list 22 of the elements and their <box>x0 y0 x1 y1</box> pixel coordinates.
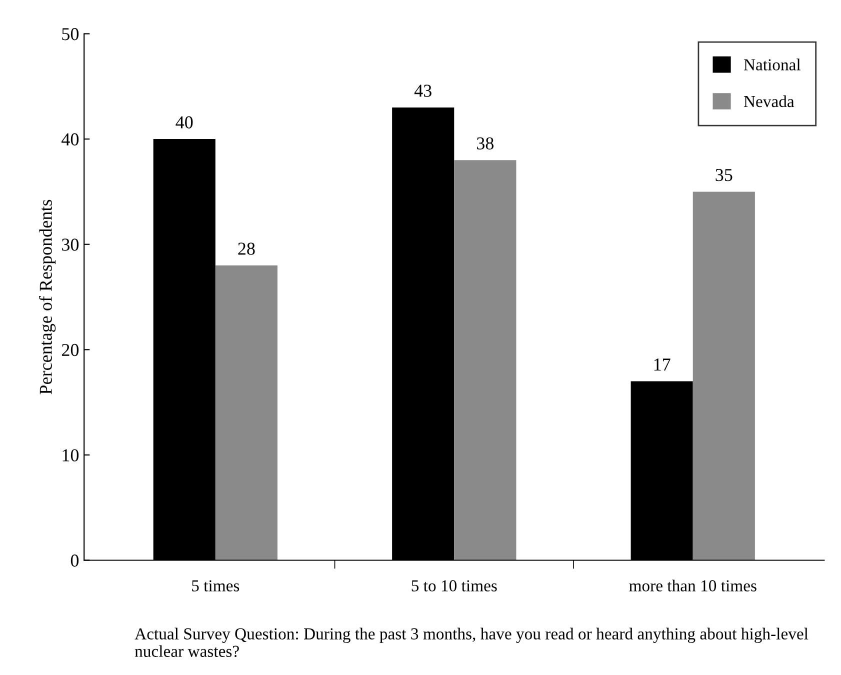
y-tick-label: 50 <box>62 28 79 40</box>
data-label: 40 <box>176 116 193 128</box>
legend-label: Nevada <box>744 95 794 108</box>
y-axis-title: Percentage of Respondents <box>39 200 56 394</box>
text: Actual Survey Question: During the past 3 months, have you read or heard anything about high-level nuclear wastes? <box>134 628 808 658</box>
data-label: 28 <box>238 242 255 255</box>
y-tick-label: 30 <box>62 238 79 251</box>
data-label: 17 <box>654 358 670 370</box>
y-tick-label: 20 <box>62 344 79 356</box>
y-tick-label: 0 <box>70 554 79 567</box>
y-tick-label: 10 <box>62 449 79 462</box>
legend-label: National <box>744 58 801 70</box>
data-label: 38 <box>477 137 494 150</box>
x-tick-label: 5 times <box>192 580 240 592</box>
bar <box>215 265 278 560</box>
y-tick-label: 40 <box>62 133 79 146</box>
bar <box>692 192 755 560</box>
data-label: 43 <box>414 84 432 97</box>
x-tick-label: 5 to 10 times <box>412 580 497 592</box>
bar <box>454 160 516 560</box>
x-tick-label: more than 10 times <box>629 580 756 592</box>
data-label: 35 <box>716 168 732 182</box>
